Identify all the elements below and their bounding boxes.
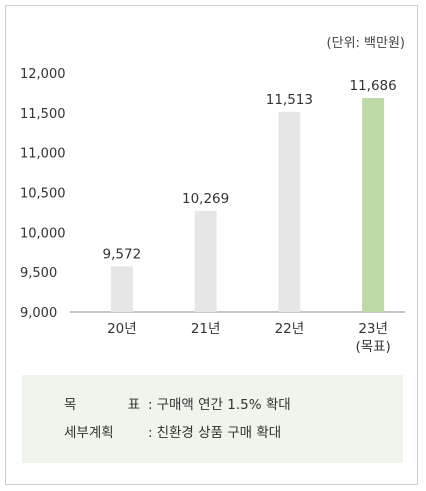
bar: [362, 98, 385, 312]
data-label: 11,686: [350, 78, 397, 94]
y-tick-label: 10,500: [20, 187, 66, 202]
summary-box: 목 표 : 구매액 연간 1.5% 확대 세부계획 : 친환경 상품 구매 확대: [22, 375, 403, 463]
plan-text: 친환경 상품 구매 확대: [156, 425, 282, 441]
data-label: 10,269: [182, 191, 229, 207]
x-tick-label: 23년: [358, 321, 388, 337]
bar-chart: 9,000 9,500 10,000 10,500 11,000 11,500 12,000…: [20, 67, 405, 355]
x-tick-label: 21년: [191, 321, 221, 337]
y-tick-label: 10,000: [20, 226, 66, 241]
y-tick-label: 12,000: [20, 67, 66, 82]
data-label: 11,513: [266, 92, 313, 108]
y-tick-label: 11,500: [20, 107, 66, 122]
x-tick-label: 20년: [107, 321, 137, 337]
bar: [194, 210, 217, 312]
data-label: 9,572: [103, 246, 142, 262]
goal-text: 구매액 연간 1.5% 확대: [156, 397, 291, 413]
x-tick-label: 22년: [275, 321, 305, 337]
y-tick-label: 9,000: [20, 306, 57, 321]
x-tick-sublabel: (목표): [355, 339, 390, 355]
bar: [278, 111, 301, 312]
y-tick-label: 9,500: [20, 266, 57, 281]
y-tick-label: 11,000: [20, 147, 66, 162]
unit-label: (단위: 백만원): [326, 36, 405, 51]
plan-row: 세부계획 : 친환경 상품 구매 확대: [64, 419, 403, 447]
goal-row: 목 표 : 구매액 연간 1.5% 확대: [64, 391, 403, 419]
plan-label: 세부계획: [64, 425, 114, 441]
bar: [110, 266, 133, 312]
goal-label: 목 표: [64, 397, 140, 413]
